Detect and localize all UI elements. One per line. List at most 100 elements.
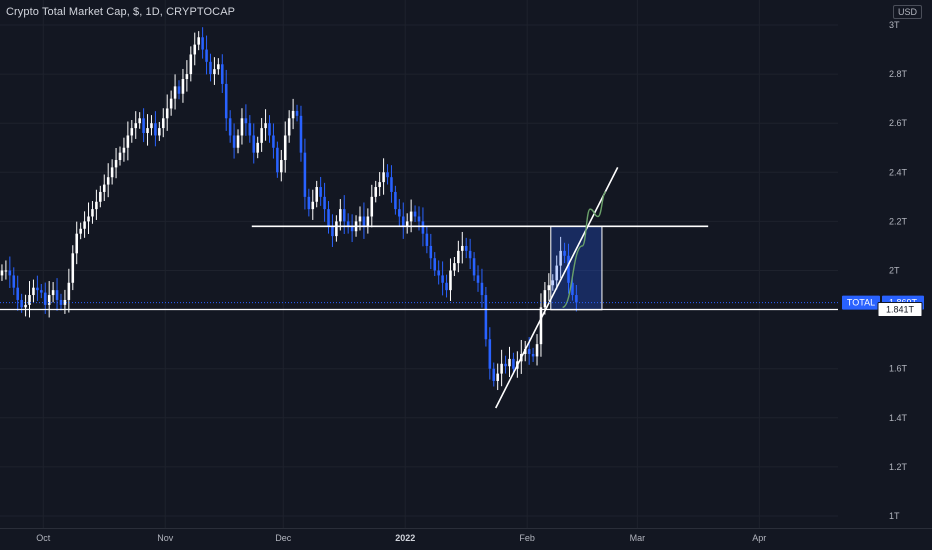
candle-body	[142, 118, 145, 134]
candle-body	[272, 135, 275, 148]
candle-body	[283, 135, 287, 161]
candle-body	[535, 344, 539, 357]
candle-body	[394, 191, 397, 210]
candle-body	[311, 201, 315, 210]
candle-body	[102, 184, 106, 192]
candle-body	[437, 270, 440, 276]
price-axis-label: 1.4T	[889, 413, 908, 423]
candle-body	[177, 86, 181, 94]
candle-body	[350, 226, 354, 232]
level-price-badge	[877, 302, 923, 318]
time-axis-label: Mar	[630, 533, 646, 543]
candle-body	[429, 245, 433, 259]
candle-body	[488, 339, 492, 369]
candle-body	[91, 209, 94, 217]
candle-body	[449, 270, 452, 291]
candle-body	[213, 69, 216, 75]
candle-body	[508, 358, 511, 367]
candle-body	[390, 177, 393, 192]
candle-body	[527, 349, 531, 354]
candle-body	[299, 115, 303, 153]
candle-body	[374, 187, 378, 197]
candle-body	[559, 250, 562, 266]
price-axis-label: 1.6T	[889, 364, 908, 374]
candle-body	[236, 135, 240, 148]
price-axis-label: 2T	[889, 266, 900, 276]
candle-body	[346, 221, 350, 227]
candle-body	[118, 152, 122, 161]
candle-body	[464, 245, 468, 251]
candle-body	[287, 118, 291, 136]
candle-body	[409, 211, 413, 222]
candle-body	[315, 187, 318, 202]
candle-body	[252, 135, 256, 153]
candle-body	[366, 216, 370, 227]
candle-body	[99, 191, 102, 202]
candle-body	[173, 86, 177, 99]
candle-body	[43, 292, 47, 305]
price-axis-label: 2.2T	[889, 216, 908, 226]
candle-body	[95, 201, 98, 210]
price-axis-label: 1.2T	[889, 462, 908, 472]
candle-body	[240, 118, 244, 136]
candle-body	[500, 363, 503, 374]
candle-body	[413, 211, 417, 217]
candle-body	[496, 373, 499, 381]
symbol-label-bg	[842, 295, 880, 310]
candle-body	[154, 123, 157, 136]
candle-body	[189, 54, 193, 75]
candle-body	[472, 258, 476, 276]
candle-body	[232, 135, 236, 148]
candle-body	[165, 108, 169, 119]
price-axis-label: 2.6T	[889, 118, 908, 128]
candle-body	[264, 123, 267, 129]
candle-body	[504, 363, 507, 367]
candle-body	[425, 233, 429, 246]
candle-body	[555, 265, 558, 281]
candle-body	[468, 250, 472, 259]
candle-body	[193, 44, 197, 55]
candle-body	[291, 110, 295, 119]
candle-body	[4, 270, 8, 272]
candle-body	[197, 37, 200, 45]
candle-body	[63, 299, 67, 305]
candle-body	[248, 123, 252, 136]
candle-body	[457, 250, 460, 264]
candle-body	[512, 358, 515, 369]
candle-body	[571, 282, 574, 296]
candle-body	[382, 172, 385, 183]
candle-body	[370, 196, 374, 217]
candle-body	[323, 196, 326, 210]
candle-body	[268, 123, 271, 136]
candle-body	[36, 287, 39, 291]
candle-body	[575, 295, 578, 303]
candle-body	[543, 290, 547, 308]
candle-body	[307, 196, 311, 210]
candle-body	[303, 152, 307, 197]
candle-body	[47, 295, 51, 305]
candle-body	[378, 182, 381, 188]
symbol-label: TOTAL	[847, 298, 875, 308]
candle-body	[122, 147, 126, 153]
candle-body	[331, 226, 334, 237]
candle-body	[358, 216, 362, 222]
candle-body	[16, 287, 19, 300]
range-box-drawing	[550, 225, 603, 311]
candle-body	[342, 209, 346, 222]
candle-body	[28, 295, 31, 305]
candle-body	[169, 98, 173, 109]
candle-body	[130, 128, 134, 136]
candle-body	[138, 118, 141, 124]
currency-selector[interactable]: USD	[892, 5, 922, 19]
candle-body	[327, 209, 330, 227]
candle-body	[453, 263, 456, 271]
candle-body	[228, 118, 232, 136]
candle-body	[217, 64, 220, 70]
candle-body	[83, 221, 86, 229]
candle-body	[405, 221, 409, 227]
candle-body	[0, 270, 4, 276]
candle-body	[110, 167, 114, 178]
candle-body	[158, 128, 161, 136]
